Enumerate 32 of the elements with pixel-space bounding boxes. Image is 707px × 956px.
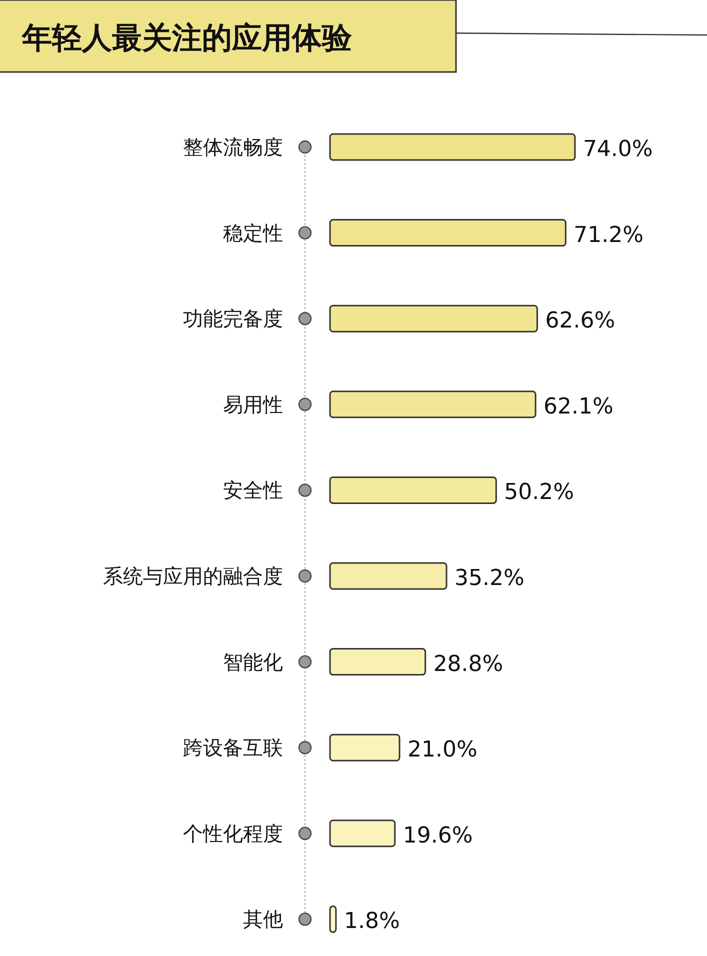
y-tick-label: 智能化 (223, 650, 283, 674)
y-tick-label: 系统与应用的融合度 (103, 564, 283, 588)
y-tick-label: 功能完备度 (183, 306, 283, 331)
chart-title: 年轻人最关注的应用体验 (21, 21, 353, 56)
data-label: 50.2% (504, 480, 574, 506)
data-label: 35.2% (454, 566, 524, 591)
bar (329, 562, 448, 590)
y-tick-label: 易用性 (223, 392, 283, 416)
data-label: 62.6% (545, 308, 616, 334)
bar (329, 820, 396, 848)
bar (329, 133, 576, 161)
data-label: 19.6% (402, 823, 473, 848)
y-tick-label: 整体流畅度 (183, 135, 283, 159)
data-label: 71.2% (574, 222, 644, 248)
y-tick-label: 其他 (243, 907, 283, 932)
bar (329, 734, 400, 762)
data-label: 1.8% (344, 909, 400, 934)
bar (329, 304, 538, 332)
y-tick-label: 稳定性 (223, 220, 283, 245)
title: 年轻人最关注的应用体验 (0, 0, 707, 73)
y-tick-label: 跨设备互联 (183, 736, 283, 760)
bar (329, 648, 426, 676)
bar (329, 476, 497, 504)
bar (329, 219, 566, 247)
data-label: 28.8% (433, 652, 504, 677)
y-tick-label: 安全性 (223, 478, 283, 502)
data-label: 74.0% (582, 137, 653, 162)
bar (329, 390, 536, 418)
data-label: 62.1% (544, 394, 614, 420)
data-label: 21.0% (408, 738, 478, 763)
bar (329, 905, 337, 933)
y-tick-label: 个性化程度 (183, 821, 283, 846)
